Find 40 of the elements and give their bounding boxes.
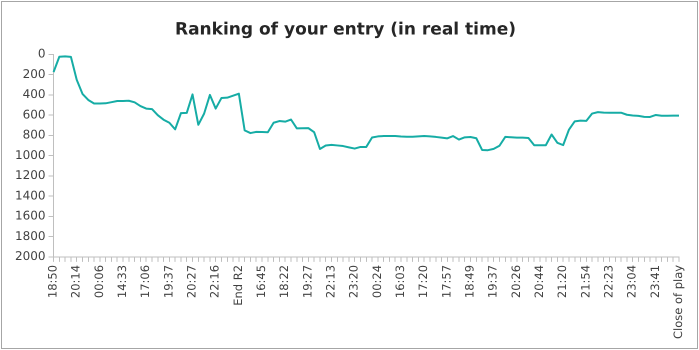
x-tick-label: 20:26: [508, 264, 523, 298]
x-tick-label: 22:23: [601, 264, 616, 298]
x-tick-label: 19:37: [161, 264, 176, 298]
y-tick-label: 1000: [14, 148, 46, 162]
x-tick-label: 23:41: [648, 264, 662, 298]
x-tick-label: 20:27: [184, 264, 199, 298]
x-tick-label: 19:37: [486, 264, 500, 298]
y-tick-label: 1600: [14, 208, 46, 223]
x-tick-label: 23:20: [346, 264, 361, 298]
y-tick-label: 1200: [14, 168, 46, 182]
x-tick-label: 18:22: [277, 264, 292, 298]
x-tick-label: 17:06: [138, 264, 152, 298]
y-tick-label: 1400: [14, 188, 46, 202]
y-tick-label: 0: [38, 46, 46, 61]
x-tick-label: 16:03: [393, 264, 407, 298]
y-tick-label: 200: [22, 66, 46, 81]
x-tick-label: 23:04: [624, 264, 639, 298]
y-tick-label: 800: [22, 128, 46, 142]
x-tick-label: 20:44: [532, 264, 546, 298]
x-tick-label: 21:20: [555, 264, 570, 298]
x-tick-label: 00:24: [370, 264, 384, 298]
x-tick-label: Close of play: [670, 264, 685, 340]
y-tick-label: 1800: [14, 228, 46, 243]
x-tick-label: End R2: [230, 264, 245, 306]
y-tick-label: 2000: [14, 249, 46, 264]
x-tick-label: 18:49: [462, 264, 476, 298]
x-tick-label: 17:20: [416, 264, 430, 298]
x-tick-label: 22:13: [324, 264, 338, 298]
y-tick-label: 400: [22, 87, 46, 102]
x-tick-label: 00:06: [92, 264, 106, 298]
x-tick-label: 14:33: [115, 264, 130, 298]
x-tick-label: 16:45: [254, 264, 268, 298]
y-tick-label: 600: [22, 107, 46, 122]
x-tick-label: 18:50: [46, 264, 60, 298]
x-tick-label: 17:57: [439, 264, 454, 298]
x-tick-label: 22:16: [208, 264, 222, 298]
x-tick-label: 20:14: [68, 264, 83, 298]
x-tick-label: 19:27: [300, 264, 314, 298]
chart-title: Ranking of your entry (in real time): [174, 20, 516, 40]
x-tick-label: 21:54: [578, 264, 592, 298]
